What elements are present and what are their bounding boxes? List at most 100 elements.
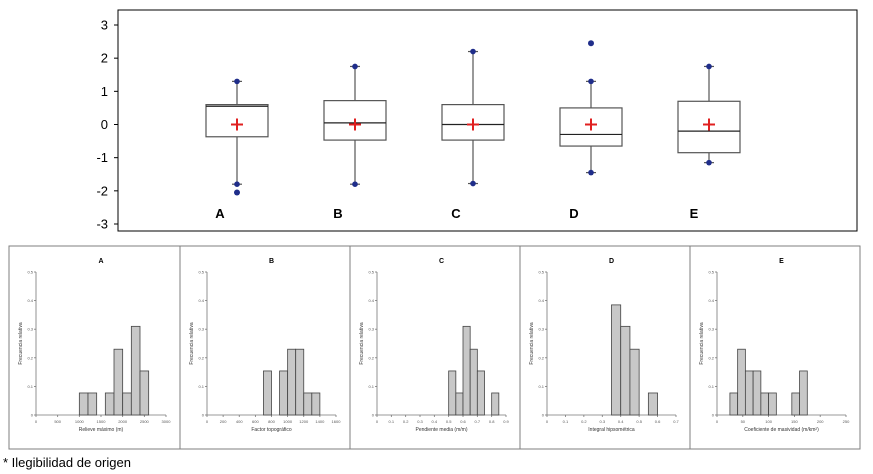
whisker-end-marker [352, 63, 358, 70]
histogram-bar [629, 348, 640, 416]
histogram-y-tick-label: 0.4 [198, 298, 204, 303]
histogram-x-tick-label: 0.3 [417, 419, 423, 424]
histogram-bar [760, 392, 769, 416]
histogram-x-tick-label: 0 [546, 419, 549, 424]
histogram-bar [620, 325, 631, 416]
histogram-bar [647, 392, 658, 416]
histogram-x-tick-label: 0 [716, 419, 719, 424]
histogram-bar [78, 392, 89, 416]
histogram-title: D [609, 258, 614, 265]
histogram-x-tick-label: 800 [268, 419, 275, 424]
histogram-x-tick-label: 2500 [140, 419, 150, 424]
histogram-bar [799, 370, 808, 416]
whisker-end-marker [706, 159, 712, 166]
histogram-y-tick-label: 0.3 [708, 327, 714, 332]
histogram-bar [263, 370, 272, 416]
box-B [323, 63, 387, 187]
histogram-bar [287, 348, 297, 416]
histogram-bar [462, 325, 471, 416]
histogram-y-tick-label: 0.5 [538, 270, 544, 275]
histogram-y-tick-label: 0.2 [27, 355, 33, 360]
histogram-x-tick-label: 1200 [299, 419, 309, 424]
histogram-x-label: Coeficiente de masividad (m/km²) [744, 427, 819, 433]
histogram-x-tick-label: 3000 [162, 419, 172, 424]
whisker-end-marker [234, 78, 240, 85]
whisker-end-marker [706, 63, 712, 70]
histogram-x-tick-label: 1400 [315, 419, 325, 424]
histogram-bar [448, 370, 457, 416]
histogram-y-tick-label: 0.2 [538, 355, 544, 360]
histogram-bar [455, 392, 464, 416]
boxplot-y-tick-label: 1 [101, 84, 108, 99]
histogram-y-tick-label: 0.4 [538, 298, 544, 303]
histogram-bar [303, 392, 313, 416]
whisker-end-marker [352, 181, 358, 187]
histogram-y-tick-label: 0 [712, 413, 715, 418]
histogram-y-tick-label: 0.4 [708, 298, 714, 303]
histogram-D: D 0 0.1 0.2 0.3 0.4 0.5 0 0.1 0.2 0.3 0.4 0.5 0.6 0.7 F… [529, 258, 680, 433]
histogram-bar [122, 392, 132, 416]
histogram-bar [87, 392, 98, 416]
histogram-x-label: Relieve máximo (m) [79, 427, 124, 433]
histogram-panels: A00.10.20.30.40.50 500 1000 1500 2000 2500 300… [8, 245, 861, 450]
histogram-x-tick-label: 500 [54, 419, 61, 424]
histogram-y-label: Frecuencia relativa [529, 322, 535, 364]
histogram-x-tick-label: 0.5 [446, 419, 452, 424]
whisker-end-marker [588, 78, 594, 85]
histogram-x-tick-label: 1000 [283, 419, 293, 424]
histogram-B: B 0 0.1 0.2 0.3 0.4 0.5 0 200 400 600 800 1000 1200 14… [189, 258, 341, 433]
histogram-title: C [439, 258, 444, 265]
histogram-y-label: Frecuencia relativa [699, 322, 705, 364]
histogram-y-tick-label: 0.4 [368, 298, 374, 303]
category-label: A [215, 206, 225, 221]
histogram-bar [130, 325, 141, 416]
histogram-y-tick-label: 0.1 [198, 384, 204, 389]
histogram-y-tick-label: 0.3 [538, 327, 544, 332]
histogram-bar [729, 392, 739, 416]
whisker-end-marker [470, 180, 476, 187]
histogram-bar [768, 392, 777, 416]
histogram-x-tick-label: 0.4 [618, 419, 624, 424]
histogram-x-tick-label: 0 [35, 419, 38, 424]
histogram-x-tick-label: 200 [817, 419, 824, 424]
box-E [677, 63, 741, 166]
boxplot-y-tick-label: 2 [101, 51, 108, 66]
category-label: E [690, 206, 699, 221]
whisker-end-marker [234, 181, 240, 187]
histogram-y-tick-label: 0.2 [198, 355, 204, 360]
histogram-y-tick-label: 0.3 [198, 327, 204, 332]
category-label: C [451, 206, 461, 221]
mean-marker [231, 118, 243, 131]
outlier-point [234, 189, 240, 196]
histogram-x-tick-label: 150 [791, 419, 798, 424]
histogram-bar [491, 392, 500, 416]
histogram-C: C 0 0.1 0.2 0.3 0.4 0.5 0 0.1 0.2 0.3 0.4 0.5 0.6 0.7 0… [359, 258, 510, 433]
histogram-y-tick-label: 0.4 [27, 298, 33, 303]
histogram-bar [295, 348, 305, 416]
mean-marker [467, 118, 479, 131]
histogram-E: E 0 0.1 0.2 0.3 0.4 0.5 0 50 100 150 200 250 Frecuenc… [699, 258, 850, 433]
histogram-x-tick-label: 0.7 [673, 419, 679, 424]
histogram-x-tick-label: 0.2 [403, 419, 409, 424]
histogram-x-tick-label: 600 [252, 419, 259, 424]
histogram-bar [791, 392, 800, 416]
histogram-y-tick-label: 0.1 [27, 384, 33, 389]
histogram-x-label: Factor topográfico [251, 427, 292, 433]
histogram-strip-frame [8, 245, 861, 450]
histogram-y-tick-label: 0.5 [198, 270, 204, 275]
boxplot-y-tick-label: 0 [101, 117, 108, 132]
histogram-x-tick-label: 1600 [332, 419, 342, 424]
histogram-x-tick-label: 0.6 [655, 419, 661, 424]
histogram-x-tick-label: 0.3 [600, 419, 606, 424]
histogram-x-tick-label: 50 [741, 419, 746, 424]
boxplot-y-tick-label: -2 [96, 183, 108, 198]
histogram-y-tick-label: 0 [31, 413, 34, 418]
histogram-x-tick-label: 100 [765, 419, 772, 424]
histogram-x-label: Pendiente media (m/m) [416, 427, 468, 433]
histogram-y-label: Frecuencia relativa [189, 322, 195, 364]
histogram-x-tick-label: 250 [843, 419, 850, 424]
histogram-x-tick-label: 400 [236, 419, 243, 424]
histogram-x-tick-label: 0.4 [432, 419, 438, 424]
footnote: * Ilegibilidad de origen [3, 455, 131, 470]
